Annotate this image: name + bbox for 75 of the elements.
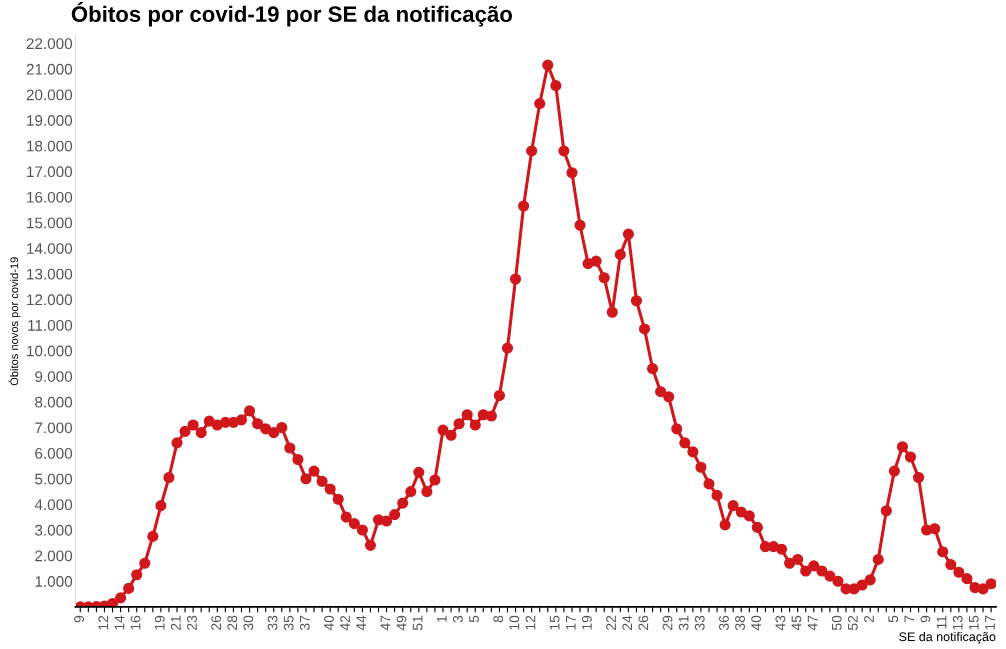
x-tick-label: 51 xyxy=(412,615,423,631)
x-tick-label: 17 xyxy=(566,615,576,630)
x-tick-label: 14 xyxy=(114,615,125,630)
chart-title: Óbitos por covid-19 por SE da notificação xyxy=(71,2,513,27)
x-tick-label: 42 xyxy=(340,615,350,631)
x-tick-label: 16 xyxy=(130,615,141,630)
y-tick-label: 12.000 xyxy=(27,294,73,306)
y-tick-label: 2.000 xyxy=(35,550,73,562)
y-tick-label: 15.000 xyxy=(27,217,73,229)
y-tick-label: 9.000 xyxy=(35,371,73,382)
x-tick-label: 31 xyxy=(678,615,689,631)
y-tick-label: 8.000 xyxy=(35,396,73,408)
x-tick-label: 17 xyxy=(985,615,995,630)
x-tick-label: 36 xyxy=(719,615,729,631)
x-tick-label: 33 xyxy=(267,615,278,631)
y-tick-label: 5.000 xyxy=(35,473,73,485)
y-tick-label: 19.000 xyxy=(27,115,73,126)
y-tick-label: 4.000 xyxy=(34,499,73,511)
y-tick-label: 20.000 xyxy=(26,89,73,101)
x-tick-label: 35 xyxy=(283,615,294,631)
y-tick-label: 14.000 xyxy=(27,243,73,254)
x-tick-label: 7 xyxy=(904,615,915,623)
x-tick-label: 1 xyxy=(437,615,447,622)
y-tick-label: 16.000 xyxy=(27,191,73,203)
x-tick-label: 26 xyxy=(211,615,222,630)
x-tick-label: 12 xyxy=(98,615,109,630)
x-tick-label: 23 xyxy=(187,615,197,630)
x-tick-label: 9 xyxy=(74,615,85,623)
x-tick-label: 19 xyxy=(154,615,165,630)
y-tick-label: 7.000 xyxy=(35,422,73,434)
x-tick-label: 52 xyxy=(847,615,858,631)
x-tick-label: 33 xyxy=(694,615,705,631)
y-tick-label: 17.000 xyxy=(27,166,73,178)
y-tick-label: 10.000 xyxy=(27,345,73,357)
x-tick-label: 30 xyxy=(243,615,254,631)
x-axis-title: SE da notificação xyxy=(899,631,996,644)
y-tick-label: 21.000 xyxy=(26,63,73,75)
x-tick-label: 5 xyxy=(888,615,899,623)
x-tick-label: 40 xyxy=(751,615,762,631)
x-tick-label: 24 xyxy=(622,615,632,630)
x-tick-label: 9 xyxy=(920,615,931,623)
x-tick-label: 47 xyxy=(380,615,391,631)
x-tick-label: 11 xyxy=(936,615,947,629)
x-tick-label: 44 xyxy=(356,615,366,631)
x-tick-label: 8 xyxy=(493,615,504,623)
x-tick-label: 26 xyxy=(638,615,649,630)
x-tick-label: 38 xyxy=(735,615,745,631)
x-tick-label: 3 xyxy=(453,615,463,623)
x-tick-label: 28 xyxy=(227,615,238,630)
y-tick-label: 1.000 xyxy=(35,576,73,587)
x-tick-label: 45 xyxy=(791,615,802,631)
x-tick-label: 43 xyxy=(775,615,786,631)
x-tick-label: 49 xyxy=(396,615,407,631)
x-tick-label: 22 xyxy=(606,615,616,630)
y-tick-label: 22.000 xyxy=(26,38,73,50)
y-tick-label: 6.000 xyxy=(35,448,73,459)
x-tick-label: 10 xyxy=(509,615,520,630)
y-tick-label: 11.000 xyxy=(28,319,73,331)
x-tick-label: 29 xyxy=(662,615,673,630)
x-tick-label: 15 xyxy=(969,615,979,630)
x-tick-label: 12 xyxy=(525,615,536,630)
y-axis-title: Óbitos novos por covid-19 xyxy=(8,257,21,386)
y-tick-label: 18.000 xyxy=(27,140,73,152)
y-tick-label: 13.000 xyxy=(27,268,73,280)
x-tick-label: 47 xyxy=(807,615,818,631)
x-tick-label: 21 xyxy=(170,615,181,630)
x-tick-label: 37 xyxy=(299,615,310,631)
x-tick-label: 13 xyxy=(952,615,963,630)
x-tick-label: 40 xyxy=(324,615,334,631)
y-tick-label: 3.000 xyxy=(35,524,73,536)
x-tick-label: 50 xyxy=(831,615,842,631)
x-tick-label: 19 xyxy=(581,615,592,630)
x-tick-label: 15 xyxy=(549,615,560,630)
x-tick-label: 5 xyxy=(469,615,479,623)
x-tick-label: 2 xyxy=(864,615,874,623)
